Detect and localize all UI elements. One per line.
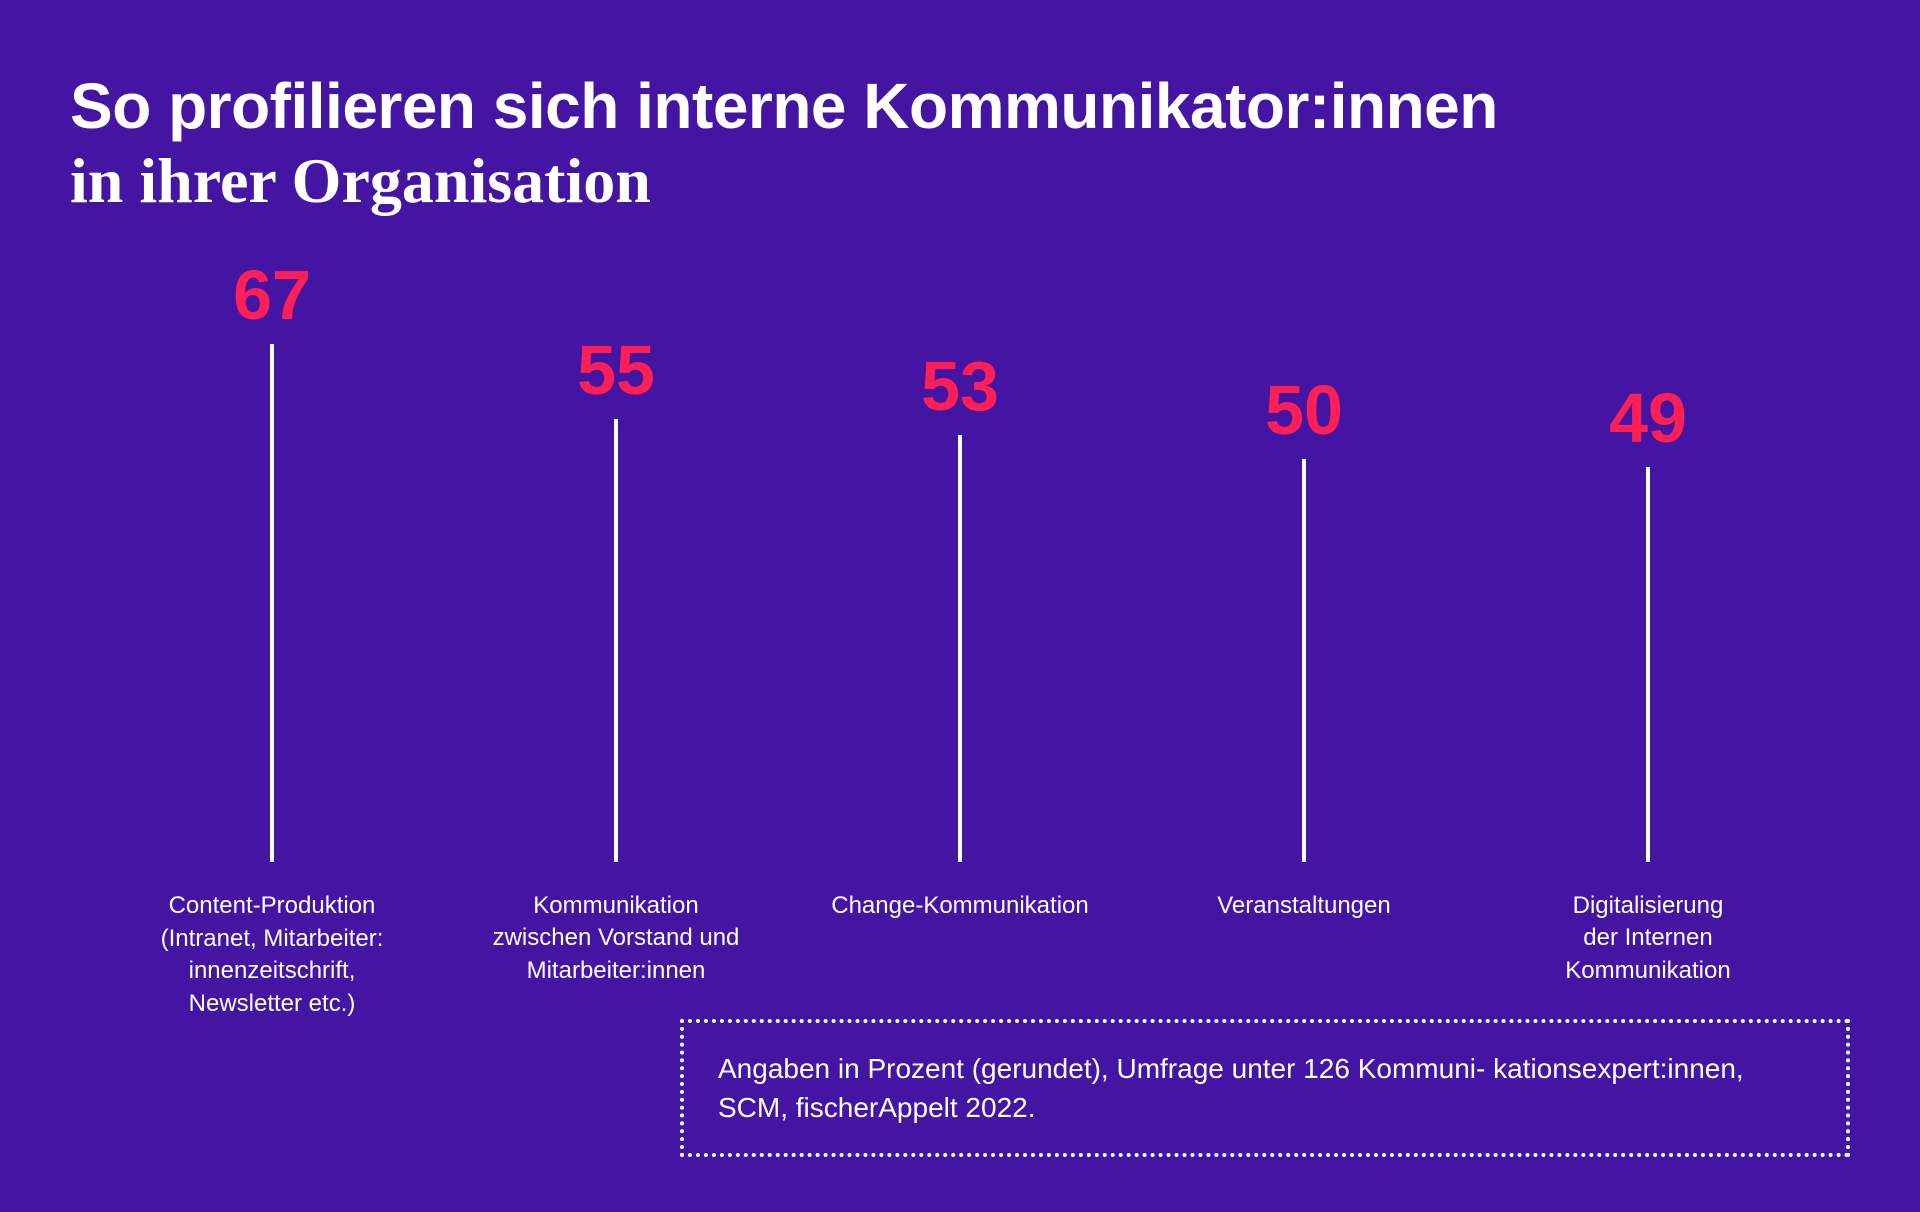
bar-value: 49 (1609, 383, 1687, 453)
chart-title: So profilieren sich interne Kommunikator… (70, 70, 1850, 217)
bar-chart: 67 Content-Produktion (Intranet, Mitarbe… (100, 260, 1820, 1020)
bar-line (958, 435, 962, 862)
bar-column: 55 Kommunikation zwischen Vorstand und M… (444, 260, 788, 1020)
bar-column: 49 Digitalisierung der Internen Kommunik… (1476, 260, 1820, 1020)
bar-line (1302, 459, 1306, 862)
bar-label: Veranstaltungen (1217, 890, 1390, 1020)
bar-label: Kommunikation zwischen Vorstand und Mita… (493, 890, 740, 1020)
bar-line (270, 344, 274, 862)
source-note: Angaben in Prozent (gerundet), Umfrage u… (680, 1019, 1850, 1157)
title-line-1: So profilieren sich interne Kommunikator… (70, 70, 1850, 144)
bar-value: 55 (577, 335, 655, 405)
bar-label: Change-Kommunikation (831, 890, 1088, 1020)
bar-value: 67 (233, 260, 311, 330)
bar-value: 50 (1265, 375, 1343, 445)
bar-label: Digitalisierung der Internen Kommunikati… (1565, 890, 1730, 1020)
bar-value: 53 (921, 351, 999, 421)
bar-line (614, 419, 618, 862)
bar-label: Content-Produktion (Intranet, Mitarbeite… (161, 890, 384, 1020)
bar-column: 50 Veranstaltungen (1132, 260, 1476, 1020)
bar-line (1646, 467, 1650, 862)
bar-column: 67 Content-Produktion (Intranet, Mitarbe… (100, 260, 444, 1020)
title-line-2: in ihrer Organisation (70, 144, 1850, 218)
bar-column: 53 Change-Kommunikation (788, 260, 1132, 1020)
